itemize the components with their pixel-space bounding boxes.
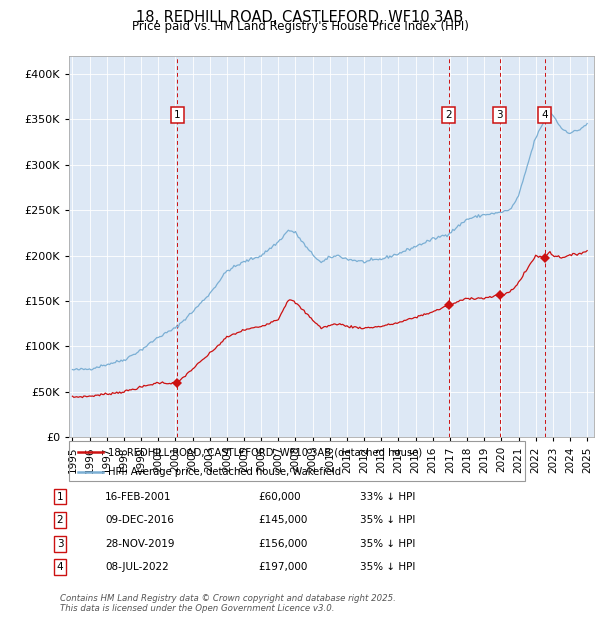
Text: HPI: Average price, detached house, Wakefield: HPI: Average price, detached house, Wake… <box>108 467 341 477</box>
Text: 2: 2 <box>56 515 64 525</box>
Text: 35% ↓ HPI: 35% ↓ HPI <box>360 562 415 572</box>
Text: Contains HM Land Registry data © Crown copyright and database right 2025.: Contains HM Land Registry data © Crown c… <box>60 593 396 603</box>
Text: 35% ↓ HPI: 35% ↓ HPI <box>360 539 415 549</box>
Text: 2: 2 <box>445 110 452 120</box>
Text: £145,000: £145,000 <box>258 515 307 525</box>
Text: 35% ↓ HPI: 35% ↓ HPI <box>360 515 415 525</box>
Text: 18, REDHILL ROAD, CASTLEFORD, WF10 3AB: 18, REDHILL ROAD, CASTLEFORD, WF10 3AB <box>136 10 464 25</box>
Text: 1: 1 <box>56 492 64 502</box>
Text: 33% ↓ HPI: 33% ↓ HPI <box>360 492 415 502</box>
Text: 1: 1 <box>174 110 181 120</box>
Text: 3: 3 <box>496 110 503 120</box>
Text: £60,000: £60,000 <box>258 492 301 502</box>
Text: Price paid vs. HM Land Registry's House Price Index (HPI): Price paid vs. HM Land Registry's House … <box>131 20 469 33</box>
Text: 16-FEB-2001: 16-FEB-2001 <box>105 492 172 502</box>
Text: 08-JUL-2022: 08-JUL-2022 <box>105 562 169 572</box>
Text: This data is licensed under the Open Government Licence v3.0.: This data is licensed under the Open Gov… <box>60 603 335 613</box>
Text: £156,000: £156,000 <box>258 539 307 549</box>
Text: £197,000: £197,000 <box>258 562 307 572</box>
Text: 3: 3 <box>56 539 64 549</box>
Text: 09-DEC-2016: 09-DEC-2016 <box>105 515 174 525</box>
Text: 4: 4 <box>56 562 64 572</box>
Text: 18, REDHILL ROAD, CASTLEFORD, WF10 3AB (detached house): 18, REDHILL ROAD, CASTLEFORD, WF10 3AB (… <box>108 448 422 458</box>
Text: 28-NOV-2019: 28-NOV-2019 <box>105 539 175 549</box>
Text: 4: 4 <box>541 110 548 120</box>
